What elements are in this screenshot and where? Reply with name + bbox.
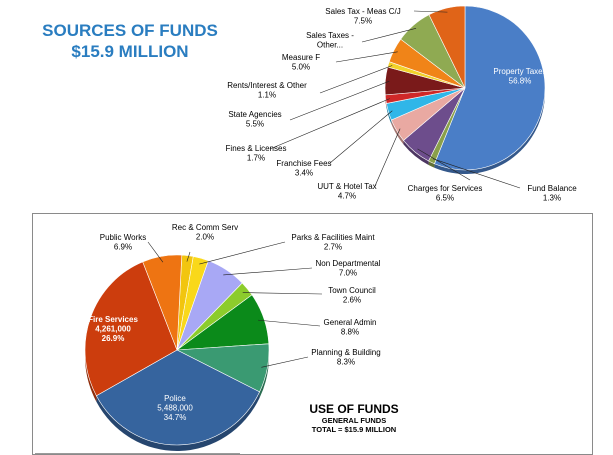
label-charges-for-services: Charges for Services 6.5% xyxy=(408,184,483,203)
label-fund-balance: Fund Balance 1.3% xyxy=(527,184,577,203)
slice-property-taxes xyxy=(434,5,546,171)
uses-title-block: USE OF FUNDS GENERAL FUNDS TOTAL = $15.9… xyxy=(300,402,408,434)
leader-fines-licenses xyxy=(269,98,390,150)
label-police: Police 5,488,000 34.7% xyxy=(157,394,193,422)
leader-measure-f xyxy=(335,51,398,63)
label-uut-hotel-tax: UUT & Hotel Tax 4.7% xyxy=(317,182,376,201)
label-general-admin: General Admin 8.8% xyxy=(324,318,377,337)
sources-pie xyxy=(384,5,546,175)
uses-pie-slices xyxy=(84,254,270,452)
leader-franchise-fees xyxy=(329,110,393,164)
sources-title: SOURCES OF FUNDS $15.9 MILLION xyxy=(30,20,230,62)
uses-subtitle-1: GENERAL FUNDS xyxy=(321,416,387,425)
sources-title-line2: $15.9 MILLION xyxy=(71,42,189,61)
leader-charges-for-services xyxy=(417,148,471,181)
label-rents-interest-other: Rents/Interest & Other 1.1% xyxy=(227,81,307,100)
leader-sales-taxes-other xyxy=(361,28,417,43)
slice-public-works xyxy=(142,254,183,351)
leader-town-council xyxy=(242,292,323,295)
label-state-agencies: State Agencies 5.5% xyxy=(228,110,281,129)
leader-rec-comm-serv xyxy=(186,251,191,262)
label-public-works: Public Works 6.9% xyxy=(100,233,147,252)
label-franchise-fees: Franchise Fees 3.4% xyxy=(276,159,331,178)
leader-rents-interest-other xyxy=(319,65,393,94)
slice-side-fund-balance xyxy=(428,161,435,168)
label-sales-tax-meas-c-j: Sales Tax - Meas C/J 7.5% xyxy=(325,7,400,26)
leader-planning-building xyxy=(261,356,309,368)
slice-fire-services xyxy=(84,261,178,397)
slice-side-fire-services xyxy=(84,261,143,402)
uses-pie-labels: Rec & Comm Serv 2.0% Parks & Facilities Ma… xyxy=(88,223,381,422)
label-town-council: Town Council 2.6% xyxy=(328,286,376,305)
label-parks-facilities-maint: Parks & Facilities Maint 2.7% xyxy=(291,233,375,252)
leader-public-works xyxy=(147,241,164,263)
leader-general-admin xyxy=(257,319,321,327)
leader-non-departmental xyxy=(223,267,313,276)
label-rec-comm-serv: Rec & Comm Serv 2.0% xyxy=(172,223,238,242)
leader-uut-hotel-tax xyxy=(374,128,401,187)
leader-state-agencies xyxy=(289,80,390,121)
sources-labels: Property Taxes 56.8% Fund Balance 1.3% Charg… xyxy=(226,7,578,203)
leader-sales-tax-meas-c-j xyxy=(413,10,448,13)
uses-title: USE OF FUNDS xyxy=(309,402,399,416)
label-fire-services: Fire Services 4,261,000 26.9% xyxy=(88,315,138,343)
slice-side-charges-for-services xyxy=(403,140,429,166)
slice-police xyxy=(95,349,260,446)
footer-divider xyxy=(35,453,240,454)
label-sales-taxes-other: Sales Taxes -Other... xyxy=(306,31,354,50)
label-property-taxes: Property Taxes 56.8% xyxy=(493,67,546,86)
uses-subtitle-2: TOTAL = $15.9 MILLION xyxy=(311,425,397,434)
sources-title-line1: SOURCES OF FUNDS xyxy=(42,21,218,40)
leader-fund-balance xyxy=(433,158,521,189)
label-measure-f: Measure F 5.0% xyxy=(282,53,320,72)
slice-sales-tax-meas-c-j xyxy=(428,5,466,89)
label-fines-licenses: Fines & Licenses 1.7% xyxy=(226,144,287,163)
label-non-departmental: Non Departmental 7.0% xyxy=(316,259,381,278)
leader-parks-facilities-maint xyxy=(199,241,286,265)
slice-side-police xyxy=(96,391,260,452)
label-planning-building: Planning & Building 8.3% xyxy=(311,348,380,367)
